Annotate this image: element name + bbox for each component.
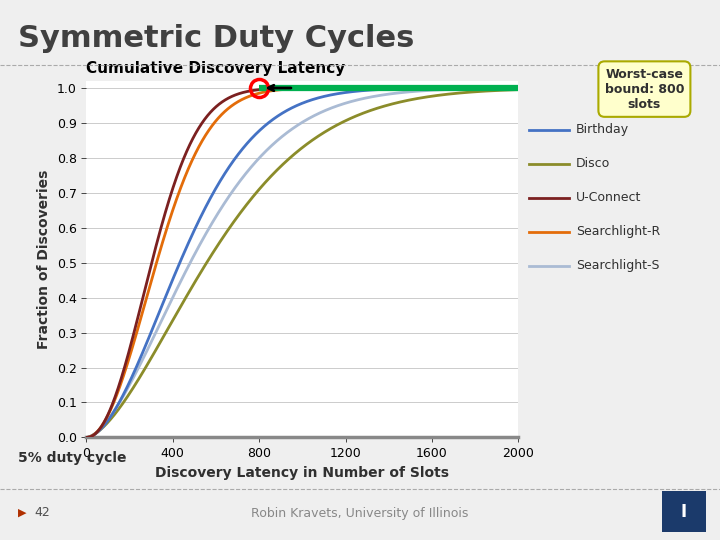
Text: Searchlight-R: Searchlight-R: [576, 225, 660, 238]
Text: 5% duty cycle: 5% duty cycle: [18, 451, 127, 465]
Text: Searchlight-S: Searchlight-S: [576, 259, 660, 272]
Text: Symmetric Duty Cycles: Symmetric Duty Cycles: [18, 24, 415, 53]
Text: 42: 42: [35, 507, 50, 519]
Text: Cumulative Discovery Latency: Cumulative Discovery Latency: [86, 60, 346, 76]
Text: U-Connect: U-Connect: [576, 191, 642, 204]
Text: I: I: [681, 503, 687, 521]
Y-axis label: Fraction of Discoveries: Fraction of Discoveries: [37, 170, 51, 349]
Text: Birthday: Birthday: [576, 123, 629, 136]
Text: ▶: ▶: [18, 508, 27, 518]
Text: Disco: Disco: [576, 157, 611, 170]
Text: Worst-case
bound: 800
slots: Worst-case bound: 800 slots: [605, 68, 684, 111]
Text: Robin Kravets, University of Illinois: Robin Kravets, University of Illinois: [251, 507, 469, 519]
X-axis label: Discovery Latency in Number of Slots: Discovery Latency in Number of Slots: [156, 465, 449, 480]
